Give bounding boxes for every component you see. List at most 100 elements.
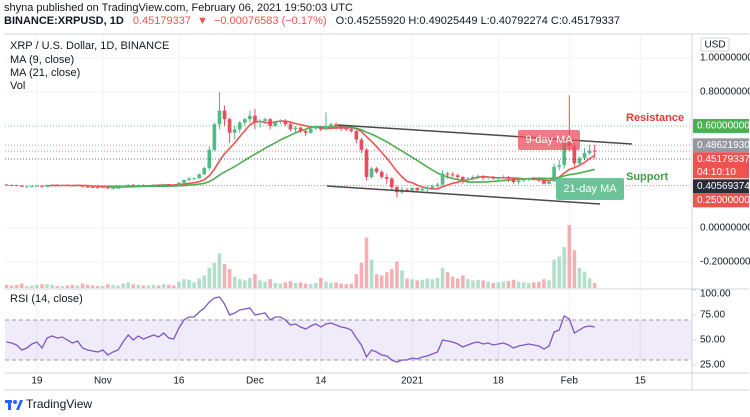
candle-body: [298, 127, 303, 132]
candle-body: [182, 180, 186, 183]
candle-body: [131, 184, 136, 186]
price-label-box: [693, 138, 749, 153]
rsi-tick-label: 50.00: [700, 335, 725, 346]
candle-body: [293, 127, 298, 130]
legend-rsi: RSI (14, close): [10, 293, 83, 305]
candle-body: [516, 180, 521, 183]
legend-ma21: MA (21, close): [10, 67, 80, 79]
candle-body: [526, 178, 531, 180]
price-label: 0.25000000: [697, 195, 750, 206]
volume-bar: [532, 282, 536, 288]
candle-body: [542, 180, 546, 184]
support-label: Support: [626, 171, 668, 183]
rsi-tick-label: 100.00: [700, 289, 731, 300]
candle-body: [278, 120, 283, 122]
candle-body: [136, 184, 141, 186]
ma9-callout: 9-day MA: [525, 134, 573, 146]
candle-body: [4, 184, 9, 186]
volume-bar: [136, 284, 141, 288]
volume-bar: [293, 282, 298, 288]
volume-bar: [461, 275, 465, 288]
volume-bar: [344, 284, 348, 288]
trend-line-upper: [337, 124, 633, 145]
currency: USD: [704, 40, 725, 51]
volume-bar: [450, 276, 455, 288]
volume-bar: [455, 278, 460, 288]
volume-bar: [65, 285, 70, 288]
candle-body: [384, 176, 389, 179]
candle-body: [531, 178, 536, 180]
volume-bar: [430, 279, 435, 288]
price-label-box: [693, 152, 749, 167]
ma21-callout-box: [556, 178, 624, 200]
candle-body: [329, 124, 333, 126]
x-tick-label: 14: [315, 376, 327, 387]
trend-line-lower: [326, 185, 601, 205]
currency-box[interactable]: [700, 37, 730, 52]
candle-body: [491, 176, 496, 179]
volume-bar: [435, 277, 440, 288]
candle-body: [562, 142, 567, 166]
candle-body: [339, 125, 343, 128]
volume-bar: [85, 284, 90, 288]
volume-bar: [60, 286, 65, 288]
volume-bar: [212, 262, 217, 288]
volume-bar: [111, 284, 115, 288]
candle-body: [587, 150, 592, 154]
volume-bar: [248, 277, 252, 288]
volume-bar: [19, 283, 24, 288]
volume-bar: [557, 256, 561, 288]
candle-body: [45, 185, 49, 187]
candle-body: [217, 110, 222, 125]
volume-bar: [521, 282, 526, 288]
candle-body: [14, 185, 19, 187]
candle-body: [121, 186, 125, 188]
candle-body: [50, 184, 54, 186]
volume-bar: [582, 271, 587, 288]
candle-body: [111, 188, 115, 190]
volume-bar: [227, 269, 232, 288]
resistance-label: Resistance: [626, 112, 684, 124]
candle-body: [521, 179, 526, 181]
candle-body: [450, 174, 455, 176]
candle-body: [263, 119, 267, 121]
volume-bar: [516, 281, 521, 288]
volume-bar: [4, 284, 9, 288]
candle-body: [501, 176, 506, 178]
candle-body: [537, 179, 541, 181]
candle-body: [161, 184, 166, 186]
brand-name: TradingView: [26, 397, 92, 411]
candle-body: [552, 166, 556, 182]
x-tick-label: 18: [493, 376, 505, 387]
volume-bar: [126, 282, 130, 288]
volume-bar: [121, 283, 125, 288]
volume-bar: [466, 279, 470, 288]
candle-body: [359, 139, 364, 150]
candle-body: [379, 171, 384, 177]
publisher-line: shyna published on TradingView.com, Febr…: [4, 2, 353, 14]
candle-body: [430, 186, 435, 189]
candle-body: [187, 178, 191, 181]
candle-body: [303, 131, 308, 133]
volume-bar: [207, 267, 212, 288]
candle-body: [116, 187, 120, 189]
volume-bar: [232, 276, 237, 288]
price-label-box: [693, 193, 749, 208]
volume-bar: [96, 286, 100, 288]
candle-body: [420, 188, 425, 191]
x-tick-label: 16: [173, 376, 185, 387]
candle-body: [440, 173, 445, 185]
candle-body: [582, 153, 587, 159]
volume-bar: [415, 280, 419, 288]
rsi-tick-label: 75.00: [700, 310, 725, 321]
candle-body: [40, 185, 44, 187]
candle-body: [471, 176, 475, 179]
candle-body: [65, 184, 70, 186]
volume-bar: [324, 281, 328, 288]
volume-bar: [253, 274, 257, 288]
volume-bar: [45, 284, 49, 288]
volume-bar: [268, 279, 272, 288]
candle-body: [319, 126, 323, 130]
